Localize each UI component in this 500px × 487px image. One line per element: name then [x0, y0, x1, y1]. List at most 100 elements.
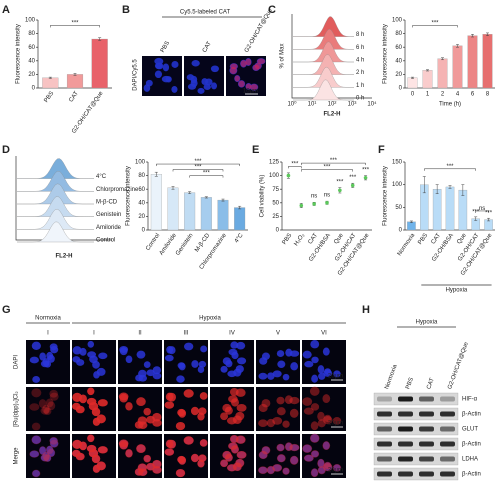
x-tick-label: 10³ [348, 102, 357, 108]
x-tick-label: M-β-CD [194, 232, 211, 253]
scale-bar: 20μm [328, 468, 343, 474]
bracket [156, 163, 240, 167]
cell [191, 360, 199, 368]
y-tick-label: 100 [392, 182, 403, 188]
error-bar [422, 176, 426, 194]
cell [43, 407, 52, 416]
cell [97, 446, 108, 454]
column-label: IV [229, 331, 235, 337]
y-tick-label: 60 [138, 187, 145, 193]
cell [309, 433, 320, 443]
blot-band [419, 441, 434, 447]
cell [323, 414, 332, 423]
cell [178, 409, 187, 418]
cell [96, 414, 106, 424]
row-label: DAPI [14, 355, 20, 369]
cell [186, 74, 195, 81]
cell [175, 468, 186, 478]
x-tick-label: 10¹ [308, 102, 317, 108]
blot-band [419, 396, 434, 402]
annotation: *** [446, 164, 454, 170]
cell [303, 454, 314, 462]
cell [200, 345, 208, 353]
cell [302, 397, 313, 406]
bar [452, 45, 463, 89]
panel-letter: F [378, 144, 385, 156]
cell [304, 360, 314, 368]
blot-band [398, 411, 413, 417]
y-tick-label: 75 [272, 187, 279, 193]
cell [289, 408, 299, 418]
x-tick-label: Normoxia [397, 232, 417, 257]
cell [199, 392, 208, 400]
x-tick-label: Que [333, 232, 345, 245]
histogram [16, 196, 95, 217]
cell [282, 467, 290, 475]
point [325, 201, 329, 205]
cell [289, 350, 300, 357]
cell [289, 455, 299, 465]
cell [29, 450, 39, 458]
series-label: 0 h [356, 96, 364, 102]
cell [230, 341, 239, 349]
cell [136, 350, 146, 359]
cell [197, 365, 205, 374]
cell [317, 459, 325, 468]
cell [210, 65, 219, 73]
row-label: [Ru(dpp)₃]Cl₂ [14, 391, 20, 427]
histogram [292, 66, 355, 88]
cell [50, 345, 59, 354]
cell [152, 459, 162, 469]
bar [445, 186, 455, 231]
cell [259, 357, 268, 365]
x-tick-label: 0 [411, 92, 415, 98]
error-bar [171, 186, 175, 190]
group-label: Hypoxia [446, 288, 468, 294]
error-bar [487, 217, 491, 222]
cell [183, 436, 194, 445]
cell [282, 373, 290, 381]
error-bar [73, 73, 77, 76]
blot-band [377, 426, 392, 432]
point [312, 202, 316, 206]
cell [98, 352, 108, 360]
cell [333, 370, 341, 378]
x-axis-label: FL2-H [56, 254, 73, 260]
cell [238, 80, 245, 88]
x-tick-label: 1 [426, 92, 430, 98]
y-tick-label: 20 [138, 214, 145, 220]
y-tick-label: 80 [138, 173, 145, 179]
y-tick-label: 20 [28, 72, 35, 78]
annotation: ns [479, 206, 485, 212]
error-bar [409, 220, 413, 223]
series-label: 1 h [356, 83, 364, 89]
cell [245, 58, 252, 66]
column-label: III [183, 331, 188, 337]
cell [191, 59, 200, 67]
point [299, 203, 304, 208]
cell [198, 360, 207, 368]
x-tick-label: 2 [441, 92, 445, 98]
cell [39, 446, 46, 455]
cell [229, 66, 237, 75]
cell [245, 83, 252, 90]
annotation: *** [349, 175, 357, 181]
blot-band [377, 456, 392, 462]
cell [143, 407, 151, 416]
blot-strip [373, 392, 459, 406]
x-tick-label: Control [145, 233, 161, 252]
cell [164, 354, 174, 362]
cell [143, 84, 151, 92]
cell [125, 449, 133, 458]
blot-band [398, 471, 413, 477]
cell [276, 350, 285, 358]
cell [29, 450, 40, 458]
cell [317, 411, 325, 421]
bar [467, 35, 478, 89]
annotation: *** [330, 158, 338, 164]
panel-letter: C [268, 4, 276, 16]
cell [75, 405, 85, 414]
y-tick-label: 0 [399, 86, 403, 92]
blot-strip [373, 422, 459, 436]
cell [205, 78, 213, 86]
